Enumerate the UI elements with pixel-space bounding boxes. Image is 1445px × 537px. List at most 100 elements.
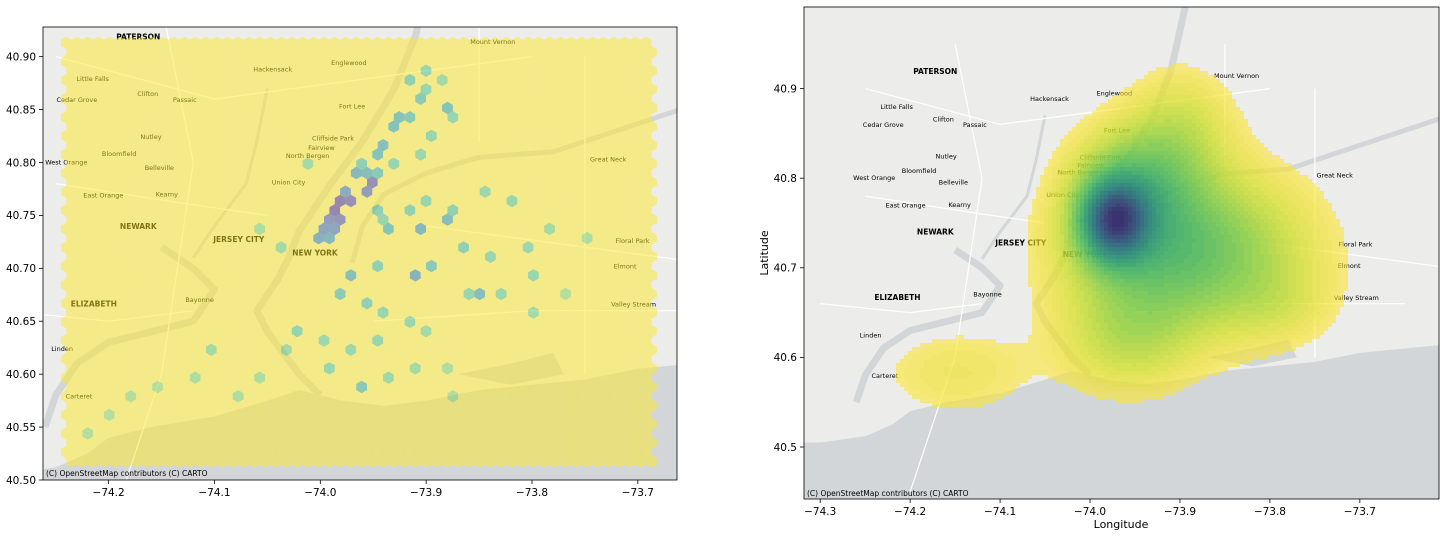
hexbin-cell	[275, 352, 287, 366]
hexbin-cell	[442, 418, 453, 431]
hexbin-cell	[200, 148, 212, 161]
hexbin-cell	[377, 325, 389, 338]
hexbin-cell	[195, 83, 206, 96]
hexbin-cell	[93, 297, 104, 310]
hexbin-cell	[495, 455, 507, 468]
hexbin-cell	[372, 73, 384, 87]
hexbin-cell	[168, 73, 179, 87]
hexbin-cell	[307, 111, 319, 124]
hexbin-cell	[485, 213, 496, 226]
hexbin-cell	[485, 306, 496, 319]
hexbin-cell	[141, 120, 153, 133]
hexbin-cell	[232, 259, 244, 273]
hexbin-cell	[624, 120, 636, 133]
hexbin-cell	[452, 287, 464, 301]
hexbin-cell	[646, 83, 657, 96]
hexbin-cell	[291, 250, 303, 263]
hexbin-cell	[624, 287, 636, 301]
hexbin-cell	[200, 241, 212, 254]
hexbin-cell	[275, 334, 287, 347]
hexbin-cell	[544, 315, 555, 329]
hexbin-cell	[329, 445, 341, 459]
hexbin-cell	[227, 232, 239, 245]
hexbin-cell	[82, 352, 94, 366]
map-place-label: West Orange	[853, 174, 895, 182]
hexbin-cell	[168, 166, 179, 180]
hexbin-cell	[71, 111, 83, 124]
x-tick-label: −73.8	[516, 487, 548, 499]
hexbin-cell	[71, 55, 83, 68]
hexbin-cell	[254, 427, 265, 440]
hexbin-cell	[587, 92, 598, 105]
hexbin-cell	[485, 46, 496, 59]
hexbin-cell	[152, 46, 163, 59]
hexbin-cell	[619, 278, 631, 291]
hexbin-cell	[431, 176, 443, 189]
y-tick-label: 40.5	[774, 442, 797, 454]
hexbin-cell	[528, 157, 539, 170]
hexbin-cell	[624, 455, 636, 468]
hexbin-cell	[560, 120, 571, 133]
hexbin-cell	[356, 46, 367, 59]
hexbin-cell	[490, 445, 502, 459]
hexbin-cell	[114, 185, 126, 198]
hexbin-cell	[302, 287, 314, 301]
hexbin-cell	[635, 436, 647, 449]
hexbin-cell	[517, 232, 529, 245]
hexbin-cell	[393, 259, 405, 273]
hexbin-cell-dense	[409, 362, 421, 375]
kde-contour-level	[1100, 199, 1136, 239]
hexbin-cell	[538, 120, 550, 133]
hexbin-cell	[571, 250, 582, 263]
hexbin-cell	[393, 352, 405, 366]
hexbin-cell	[565, 352, 577, 366]
hexbin-cell	[522, 445, 534, 459]
hexbin-cell	[313, 120, 324, 133]
hexbin-cell	[248, 232, 260, 245]
hexbin-cell	[340, 371, 351, 384]
hexbin-cell	[60, 92, 72, 105]
hexbin-cell	[501, 185, 512, 198]
hexbin-cell	[485, 418, 496, 431]
hexbin-cell	[624, 139, 636, 152]
hexbin-cell	[619, 92, 631, 105]
hexbin-cell	[340, 334, 351, 347]
hexbin-cell	[130, 287, 142, 301]
hexbin-cell	[302, 306, 314, 319]
hexbin-cell	[60, 371, 72, 384]
hexbin-cell	[549, 436, 561, 449]
hexbin-cell	[302, 380, 314, 394]
hexbin-cell	[415, 408, 426, 422]
hexbin-cell	[501, 73, 512, 87]
hexbin-cell	[286, 371, 298, 384]
hexbin-cell-dense	[361, 185, 373, 198]
hexbin-cell	[238, 250, 249, 263]
hexbin-cell	[603, 139, 614, 152]
hexbin-cell	[275, 390, 287, 403]
hexbin-cell	[517, 269, 529, 282]
hexbin-cell	[307, 278, 319, 291]
hexbin-cell	[195, 213, 206, 226]
hexbin-cell	[334, 380, 346, 394]
x-tick-label: −74.1	[198, 487, 230, 499]
hexbin-cell	[442, 325, 453, 338]
hexbin-cell	[372, 278, 384, 291]
hexbin-cell	[597, 129, 609, 143]
hexbin-cell	[554, 55, 566, 68]
hexbin-cell	[356, 325, 367, 338]
hexbin-cell	[222, 352, 233, 366]
hexbin-cell	[528, 232, 539, 245]
kde-contour-level	[1076, 163, 1204, 279]
hexbin-cell	[200, 278, 212, 291]
hexbin-cell	[646, 380, 657, 394]
hexbin-cell	[495, 362, 507, 375]
hexbin-cell	[646, 343, 657, 356]
hexbin-cell	[195, 232, 206, 245]
hexbin-cell	[479, 111, 491, 124]
hexbin-cell	[329, 390, 341, 403]
hexbin-cell	[528, 325, 539, 338]
hexbin-cell	[130, 213, 142, 226]
hexbin-cell	[603, 418, 614, 431]
hexbin-cell	[597, 204, 609, 217]
kde-contour-level	[1084, 179, 1160, 263]
